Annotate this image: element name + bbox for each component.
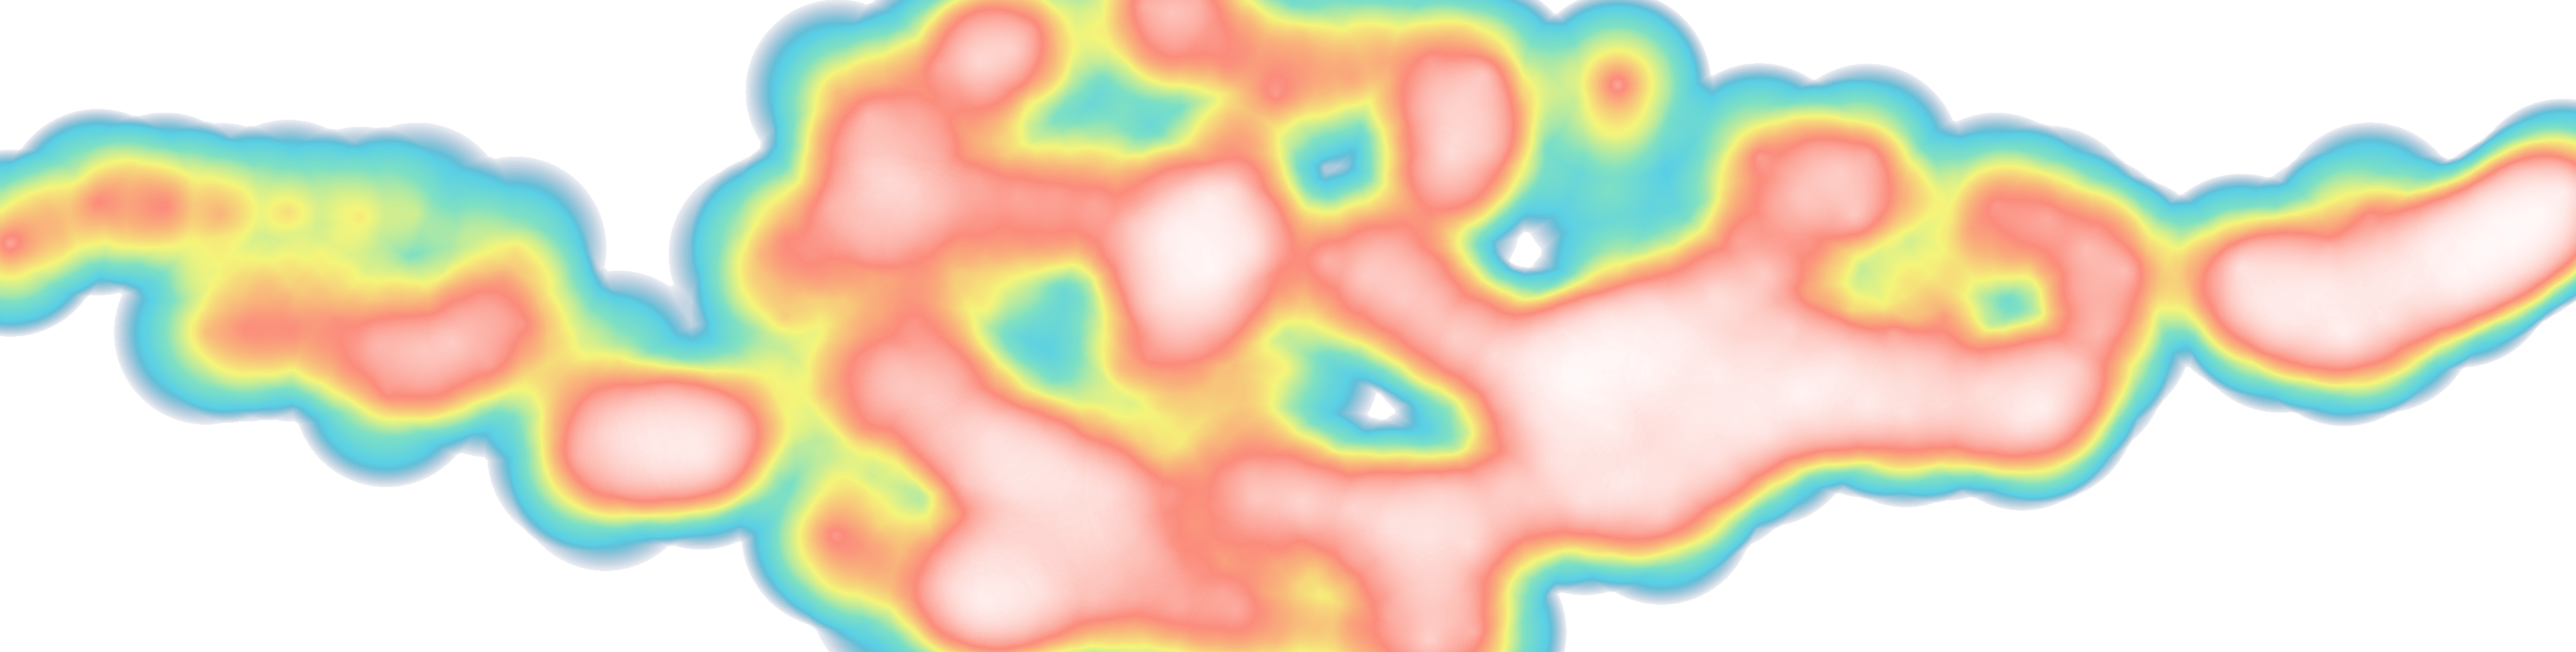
heatmap-chart — [0, 0, 2576, 652]
heatmap-canvas — [0, 0, 2576, 652]
